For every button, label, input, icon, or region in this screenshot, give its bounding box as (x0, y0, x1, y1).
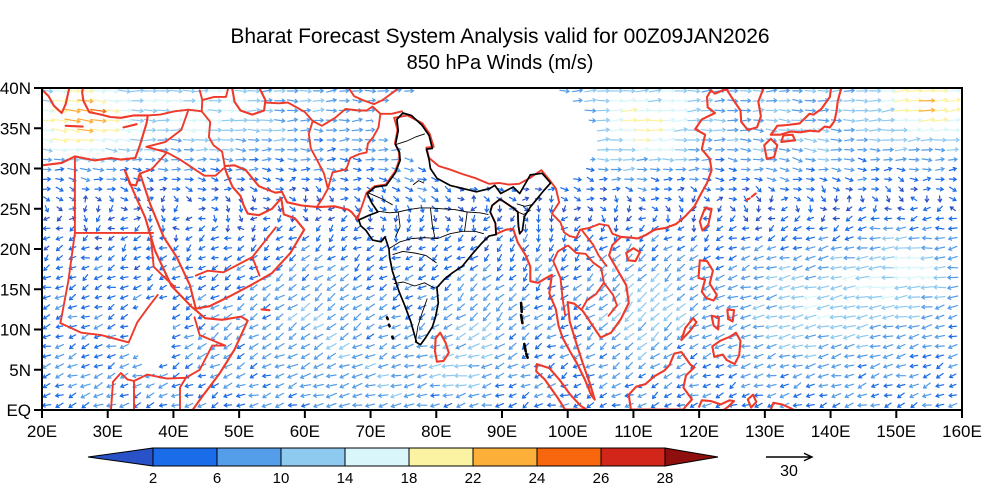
colorbar-segment (472, 447, 538, 467)
ethiopian-highlands (136, 298, 174, 369)
india-state-boundary (516, 203, 533, 207)
india-state-boundary (395, 133, 425, 145)
colorbar-tick-label: 28 (657, 470, 674, 487)
india-state-boundary (367, 192, 393, 206)
lat-tick-label: 20N (0, 240, 31, 259)
lon-tick-label: 60E (290, 422, 320, 441)
lon-tick-label: 140E (811, 422, 851, 441)
figure-subtitle: 850 hPa Winds (m/s) (406, 52, 594, 74)
lat-tick-label: 35N (0, 119, 31, 138)
terrain-mask-layer (136, 88, 596, 369)
india-state-boundary (414, 298, 428, 343)
colorbar: 2 6 10 14 18 22 24 26 28 (87, 447, 719, 487)
lat-tick-label: 15N (0, 280, 31, 299)
india-island (523, 342, 527, 353)
lat-tick-label: 40N (0, 79, 31, 98)
lon-tick-label: 90E (487, 422, 517, 441)
india-island (391, 335, 395, 340)
india-island (387, 323, 391, 328)
lat-tick-label: 10N (0, 321, 31, 340)
colorbar-above-max-arrow (664, 447, 719, 467)
india-layer (357, 112, 552, 359)
india-island (519, 313, 524, 325)
india-state-boundary (392, 250, 437, 264)
colorbar-segment (344, 447, 410, 467)
colorbar-below-min-arrow (87, 447, 154, 467)
lat-tick-label: 30N (0, 160, 31, 179)
lon-tick-label: 160E (942, 422, 982, 441)
lon-tick-label: 110E (614, 422, 652, 441)
colorbar-segment (280, 447, 346, 467)
lon-tick-label: 130E (745, 422, 785, 441)
lon-tick-label: 70E (355, 422, 385, 441)
india-island (525, 352, 529, 359)
lon-tick-label: 30E (93, 422, 123, 441)
india-state-boundary (412, 180, 425, 186)
colorbar-tick-label: 22 (465, 470, 482, 487)
colorbar-segment (600, 447, 666, 467)
reference-arrow-glyph (766, 452, 814, 462)
reference-arrow-label: 30 (780, 463, 798, 480)
lon-tick-label: 120E (679, 422, 719, 441)
colorbar-tick-label: 24 (529, 470, 546, 487)
colorbar-tick-label: 18 (401, 470, 418, 487)
india-island (519, 301, 523, 314)
colorbar-segment (216, 447, 282, 467)
lon-axis: 20E 30E 40E 50E 60E 70E 80E 90E 100E 110E 120E 130E… (27, 410, 982, 441)
colorbar-segment (408, 447, 474, 467)
india-state-boundary (517, 209, 531, 215)
lat-axis: EQ 5N 10N 15N 20N 25N 30N 35N 40N (0, 79, 42, 420)
lon-tick-label: 150E (876, 422, 916, 441)
lat-tick-label: 5N (9, 361, 31, 380)
reference-arrow: 30 (766, 452, 814, 480)
colorbar-tick-label: 26 (593, 470, 610, 487)
colorbar-tick-label: 2 (149, 470, 157, 487)
colorbar-tick-label: 6 (213, 470, 221, 487)
colorbar-segment (536, 447, 602, 467)
lat-tick-label: EQ (6, 401, 31, 420)
lon-tick-label: 80E (421, 422, 451, 441)
india-state-boundary (393, 281, 436, 289)
india-state-boundary (429, 207, 436, 239)
colorbar-tick-label: 14 (337, 470, 354, 487)
lon-tick-label: 40E (158, 422, 188, 441)
lon-tick-label: 50E (224, 422, 254, 441)
lon-tick-label: 100E (548, 422, 588, 441)
india-state-boundary (464, 211, 468, 232)
india-state-boundary (395, 211, 401, 238)
coastlines-layer (42, 88, 843, 410)
colorbar-tick-label: 10 (273, 470, 290, 487)
figure-title: Bharat Forecast System Analysis valid fo… (230, 25, 770, 48)
tibetan-plateau (369, 88, 596, 188)
lon-tick-label: 20E (27, 422, 57, 441)
colorbar-segment (152, 447, 218, 467)
india-state-boundary (389, 230, 485, 249)
india-island (385, 316, 389, 321)
lat-tick-label: 25N (0, 200, 31, 219)
